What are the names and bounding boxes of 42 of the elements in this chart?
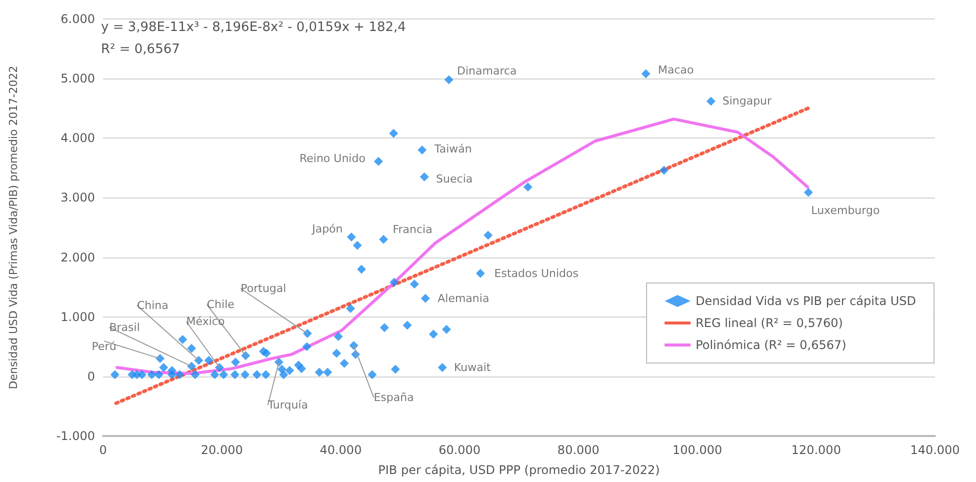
x-tick-label: 40.000 (320, 443, 362, 457)
annotation: Dinamarca (456, 64, 517, 78)
y-tick-label: 3.000 (60, 190, 95, 205)
annotation: Kuwait (454, 360, 492, 374)
annotation: Turquía (266, 398, 308, 412)
annotation: Luxemburgo (811, 204, 880, 217)
x-tick-label: 100.000 (672, 443, 722, 457)
annotation: Taiwán (433, 142, 472, 156)
y-tick-label: 0 (87, 369, 95, 384)
x-tick-label: 120.000 (791, 443, 841, 457)
y-axis-title: Densidad USD Vida (Primas Vida/PIB) promedio 2017-2022 (7, 66, 20, 390)
annotation: Suecia (436, 172, 473, 186)
y-tick-label: 2.000 (60, 250, 95, 264)
y-tick-label: 6.000 (60, 12, 95, 26)
x-axis-title: PIB per cápita, USD PPP (promedio 2017-2022) (378, 463, 660, 477)
y-tick-label: 5.000 (60, 72, 95, 86)
annotation: Japón (311, 222, 343, 236)
annotation: Reino Unido (299, 152, 366, 165)
annotation: España (374, 390, 414, 404)
x-tick-label: 140.000 (910, 443, 960, 457)
annotation: China (136, 298, 168, 312)
annotation: Singapur (722, 94, 772, 108)
annotation: y = 3,98E-11x³ - 8,196E-8x² - 0,0159x + 182,4 (101, 20, 406, 35)
legend-label: REG lineal (R² = 0,5760) (696, 316, 843, 330)
x-tick-label: 20.000 (200, 443, 243, 457)
annotation: Francia (392, 222, 432, 236)
annotation: Macao (658, 63, 694, 76)
annotation: Portugal (240, 282, 286, 296)
legend-label: Polinómica (R² = 0,6567) (696, 338, 846, 352)
y-tick-label: 4.000 (60, 131, 95, 146)
legend-label: Densidad Vida vs PIB per cápita USD (696, 294, 916, 308)
annotation: Perú (92, 340, 116, 354)
y-tick-label: 1.000 (60, 310, 95, 324)
annotation: Brasil (109, 320, 140, 334)
annotation: R² = 0,6567 (101, 42, 180, 57)
annotation: Chile (206, 298, 235, 312)
annotation: Alemania (438, 292, 490, 305)
x-tick-label: 60.000 (438, 443, 481, 457)
y-tick-label: -1.000 (56, 429, 95, 443)
x-tick-label: 0 (99, 443, 107, 457)
x-tick-label: 80.000 (557, 443, 600, 457)
annotation: Estados Unidos (494, 266, 579, 280)
